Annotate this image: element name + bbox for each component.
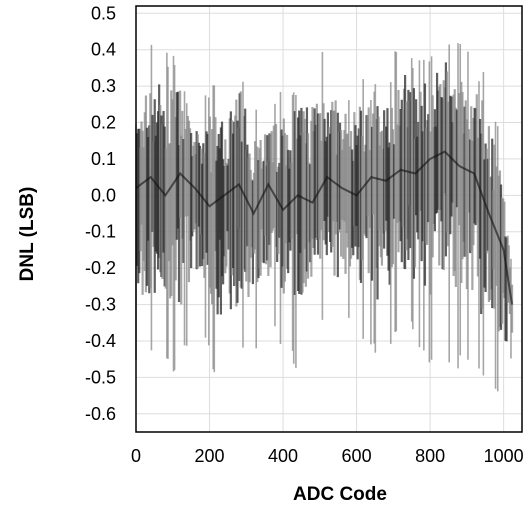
plot-frame [135,5,523,433]
y-tick-label: -0.6 [85,404,116,424]
x-tick-label: 1000 [484,446,524,466]
y-tick-label: -0.4 [85,331,116,351]
y-tick-label: 0.4 [91,40,116,60]
y-tick-label: 0.0 [91,185,116,205]
x-tick-label: 600 [342,446,372,466]
y-tick-label: 0.2 [91,113,116,133]
x-tick-label: 200 [195,446,225,466]
y-tick-label: -0.5 [85,367,116,387]
y-tick-label: -0.1 [85,222,116,242]
x-tick-label: 800 [415,446,445,466]
y-tick-label: 0.1 [91,149,116,169]
y-tick-label: 0.3 [91,76,116,96]
y-tick-label: -0.3 [85,295,116,315]
dnl-mean-line [135,150,514,305]
y-tick-label: -0.2 [85,258,116,278]
y-tick-label: 0.5 [91,3,116,23]
dnl-trace [135,43,514,392]
x-tick-label: 400 [268,446,298,466]
x-axis-tick-labels: 0 200 400 600 800 1000 [131,446,524,466]
y-axis-tick-labels: 0.5 0.4 0.3 0.2 0.1 0.0 -0.1 -0.2 -0.3 -0.4 -0.5 -0… [85,3,116,424]
x-tick-label: 0 [131,446,141,466]
x-axis-label: ADC Code [293,484,387,505]
y-axis-label: DNL (LSB) [17,187,38,282]
